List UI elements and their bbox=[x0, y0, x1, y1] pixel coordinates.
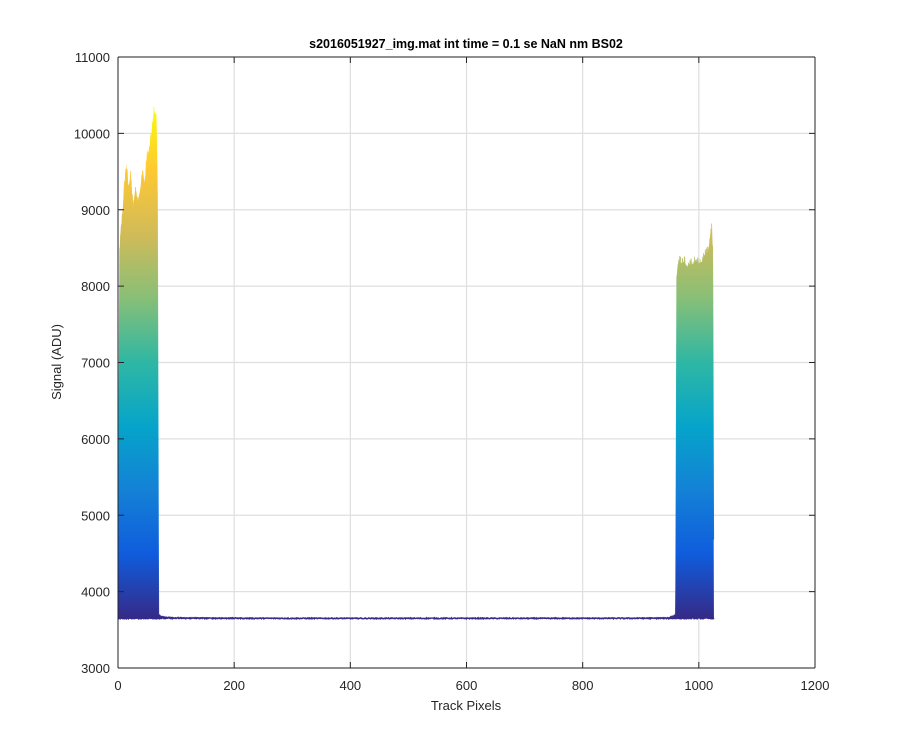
y-tick-label: 4000 bbox=[81, 585, 110, 600]
x-tick-label: 0 bbox=[114, 678, 121, 693]
series-trace-1 bbox=[118, 106, 176, 619]
y-tick-label: 9000 bbox=[81, 203, 110, 218]
series-area-3 bbox=[669, 228, 714, 619]
x-tick-label: 1200 bbox=[801, 678, 830, 693]
x-tick-label: 1000 bbox=[684, 678, 713, 693]
y-tick-label: 5000 bbox=[81, 508, 110, 523]
y-tick-label: 8000 bbox=[81, 279, 110, 294]
x-axis-label: Track Pixels bbox=[431, 698, 502, 713]
data-layer bbox=[118, 106, 715, 621]
x-tick-label: 200 bbox=[223, 678, 245, 693]
y-axis-label: Signal (ADU) bbox=[49, 324, 64, 400]
y-tick-label: 6000 bbox=[81, 432, 110, 447]
chart-title: s2016051927_img.mat int time = 0.1 se Na… bbox=[309, 37, 623, 51]
x-tick-label: 400 bbox=[339, 678, 361, 693]
series-area-1 bbox=[118, 110, 177, 619]
baseline-trace bbox=[118, 616, 715, 621]
series-trace-3 bbox=[669, 223, 715, 619]
y-tick-label: 7000 bbox=[81, 356, 110, 371]
ticks: 0 200 400 600 800 1000 1200 3000 4000 5000 6000 700… bbox=[74, 50, 830, 693]
x-tick-label: 800 bbox=[572, 678, 594, 693]
y-tick-label: 11000 bbox=[75, 50, 110, 65]
y-tick-label: 10000 bbox=[74, 126, 110, 141]
y-tick-label: 3000 bbox=[81, 661, 110, 676]
x-tick-label: 600 bbox=[456, 678, 478, 693]
